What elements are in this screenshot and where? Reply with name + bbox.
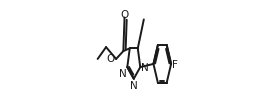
Text: N: N — [130, 80, 138, 90]
Text: N: N — [119, 69, 126, 79]
Text: O: O — [107, 54, 115, 64]
Text: O: O — [120, 10, 129, 20]
Text: F: F — [172, 59, 178, 69]
Text: N: N — [142, 62, 149, 72]
